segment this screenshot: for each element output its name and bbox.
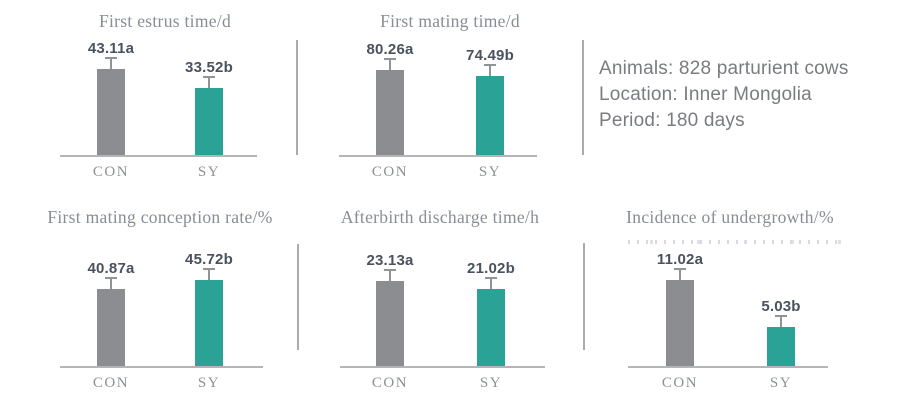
bar-con [97, 69, 125, 155]
error-bar [203, 268, 215, 280]
value-annotation: 40.87a [87, 260, 135, 277]
value-annotation: 21.02b [467, 260, 515, 277]
bar-con [666, 280, 694, 366]
error-bar [105, 277, 117, 289]
info-line-animals: Animals: 828 parturient cows [599, 58, 849, 79]
study-info-panel: Animals: 828 parturient cows Location: I… [599, 56, 899, 134]
value-annotation: 80.26a [366, 41, 414, 58]
axis-baseline [60, 366, 263, 368]
value-annotation: 74.49b [466, 47, 514, 64]
chart-first-mating-conception-rate: First mating conception rate/% 40.87a CON 4… [25, 202, 295, 402]
divider-top-right [582, 40, 584, 155]
category-label-sy: SY [769, 375, 793, 391]
divider-bottom-right [583, 243, 585, 350]
info-line-location: Location: Inner Mongolia [599, 84, 812, 105]
divider-bottom-left [297, 244, 299, 350]
bar-sy [195, 88, 223, 155]
error-bar [203, 76, 215, 88]
category-label-sy: SY [197, 375, 221, 391]
error-bar [485, 277, 497, 289]
value-annotation: 33.52b [185, 59, 233, 76]
category-label-con: CON [661, 375, 699, 391]
chart-first-mating-time: First mating time/d 80.26a CON 74.49b SY [320, 5, 580, 195]
category-label-con: CON [92, 375, 130, 391]
error-bar [484, 64, 496, 76]
category-label-sy: SY [478, 164, 502, 180]
erased-text-artifact [628, 240, 843, 244]
value-annotation: 5.03b [761, 298, 801, 315]
category-label-con: CON [92, 164, 130, 180]
chart-afterbirth-discharge-time: Afterbirth discharge time/h 23.13a CON 21.0… [310, 202, 570, 402]
bar-sy [476, 76, 504, 155]
value-annotation: 23.13a [366, 252, 414, 269]
divider-top-left [296, 40, 298, 155]
chart-title: Incidence of undergrowth/% [626, 207, 834, 227]
error-bar [384, 58, 396, 70]
error-bar [775, 315, 787, 327]
error-bar [105, 57, 117, 69]
bar-con [376, 281, 404, 366]
bar-sy [767, 327, 795, 366]
axis-baseline [628, 366, 828, 368]
info-line-period: Period: 180 days [599, 110, 745, 131]
value-annotation: 11.02a [656, 251, 704, 268]
chart-first-estrus-time: First estrus time/d 43.11a CON 33.52b SY [35, 5, 295, 195]
bar-sy [477, 289, 505, 366]
chart-incidence-of-undergrowth: Incidence of undergrowth/% 11.02a CON 5.03b… [590, 202, 870, 402]
chart-title: First mating time/d [380, 11, 520, 31]
bar-con [376, 70, 404, 155]
axis-baseline [340, 366, 545, 368]
chart-title: First estrus time/d [98, 11, 232, 31]
bar-sy [195, 280, 223, 366]
chart-title: Afterbirth discharge time/h [340, 207, 540, 227]
category-label-con: CON [371, 375, 409, 391]
category-label-sy: SY [479, 375, 503, 391]
error-bar [674, 268, 686, 280]
axis-baseline [339, 155, 537, 157]
chart-title: First mating conception rate/% [47, 207, 273, 227]
value-annotation: 43.11a [87, 40, 135, 57]
category-label-sy: SY [197, 164, 221, 180]
error-bar [384, 269, 396, 281]
bar-con [97, 289, 125, 366]
axis-baseline [60, 155, 257, 157]
value-annotation: 45.72b [185, 251, 233, 268]
category-label-con: CON [371, 164, 409, 180]
